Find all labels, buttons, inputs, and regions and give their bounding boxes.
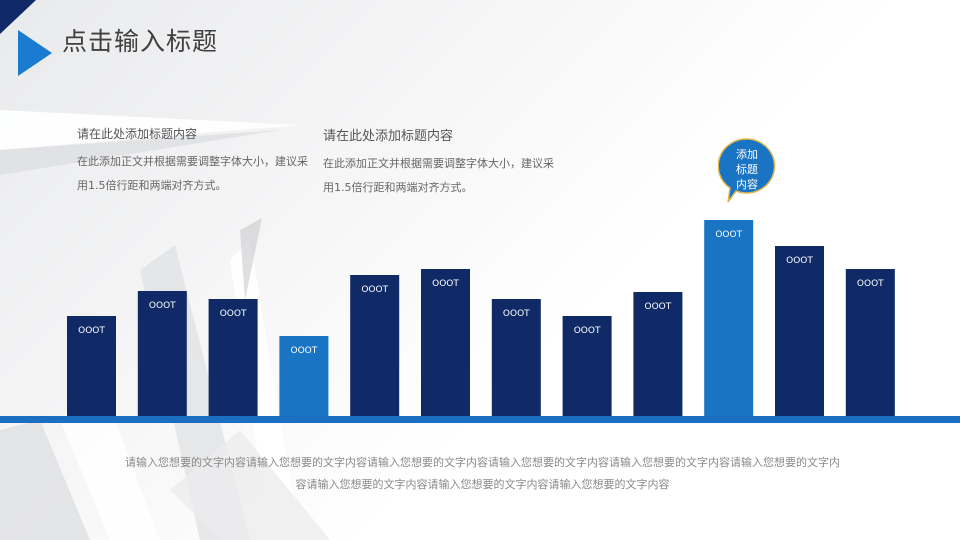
bar <box>562 316 612 416</box>
bar <box>775 246 824 416</box>
speech-bubble-icon <box>717 138 776 203</box>
text-block-heading: 请在此处添加标题内容 <box>323 129 454 144</box>
bar <box>137 291 187 416</box>
callout-line: 内容 <box>736 178 758 191</box>
bar <box>845 269 895 416</box>
bar <box>491 299 541 416</box>
text-block-2: 请在此处添加标题内容 在此添加正文并根据需要调整字体大小，建议采用1.5倍行距和… <box>323 125 563 200</box>
callout-text: 添加 标题 内容 <box>718 147 776 192</box>
bar-data-label: OOOT <box>715 230 742 240</box>
bar-data-label: OOOT <box>857 279 884 289</box>
text-block-body: 在此添加正文并根据需要调整字体大小，建议采用1.5倍行距和两端对齐方式。 <box>323 157 554 194</box>
callout-bubble: 添加 标题 内容 <box>717 138 776 204</box>
page-title: 点击输入标题 <box>62 27 219 56</box>
bar-data-label: OOOT <box>432 279 459 289</box>
bar <box>208 299 258 416</box>
bar-data-label: OOOT <box>786 256 813 266</box>
text-block-heading: 请在此处添加标题内容 <box>77 127 198 141</box>
bar <box>704 220 754 416</box>
bar-data-label: OOOT <box>78 326 105 336</box>
bar <box>67 316 116 416</box>
bar <box>279 336 329 416</box>
bar-data-label: OOOT <box>574 326 601 336</box>
footer-text: 请输入您想要的文字内容请输入您想要的文字内容请输入您想要的文字内容请输入您想要的… <box>125 456 840 491</box>
bar-data-label: OOOT <box>149 301 176 311</box>
bar-data-label: OOOT <box>220 309 247 319</box>
callout-line: 标题 <box>736 163 758 176</box>
text-block-1: 请在此处添加标题内容 在此添加正文并根据需要调整字体大小，建议采用1.5倍行距和… <box>77 125 317 198</box>
chart-baseline <box>0 416 960 423</box>
bar-data-label: OOOT <box>503 309 530 319</box>
bar <box>350 275 400 416</box>
bar <box>421 269 470 416</box>
bar <box>633 292 683 416</box>
bar-data-label: OOOT <box>645 302 672 312</box>
corner-decoration <box>0 0 36 34</box>
triangle-arrow-icon <box>18 30 52 76</box>
bar-data-label: OOOT <box>291 346 318 356</box>
text-block-body: 在此添加正文并根据需要调整字体大小，建议采用1.5倍行距和两端对齐方式。 <box>77 155 308 192</box>
bar-data-label: OOOT <box>361 285 388 295</box>
callout-line: 添加 <box>736 148 758 161</box>
